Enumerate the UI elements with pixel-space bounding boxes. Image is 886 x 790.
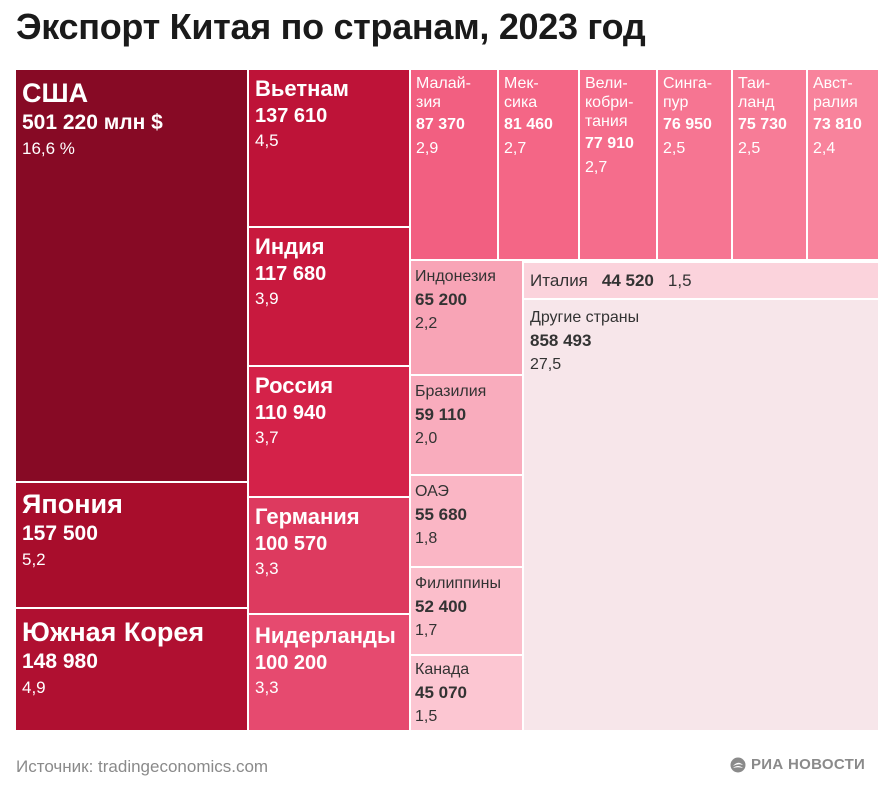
tile-label: ОАЭ bbox=[415, 482, 518, 502]
treemap-tile-mexico: Мек- сика 81 460 2,7 bbox=[499, 70, 578, 259]
tile-label: Малай- зия bbox=[416, 74, 492, 112]
tile-value: 87 370 bbox=[416, 114, 492, 136]
tile-label: Таи- ланд bbox=[738, 74, 801, 112]
ria-logo-icon bbox=[730, 757, 746, 773]
tile-share: 1,7 bbox=[415, 620, 518, 642]
treemap-tile-brazil: Бразилия 59 110 2,0 bbox=[411, 376, 522, 474]
tile-share: 2,7 bbox=[504, 138, 573, 160]
tile-value: 157 500 bbox=[22, 521, 241, 547]
source-note: Источник: tradingeconomics.com bbox=[16, 757, 268, 777]
tile-value: 100 200 bbox=[255, 651, 403, 675]
tile-share: 2,2 bbox=[415, 313, 518, 335]
treemap-tile-other: Другие страны 858 493 27,5 bbox=[524, 300, 878, 730]
tile-value: 45 070 bbox=[415, 682, 518, 704]
tile-share: 3,7 bbox=[255, 427, 403, 449]
tile-value: 76 950 bbox=[663, 114, 726, 136]
tile-share: 27,5 bbox=[530, 354, 872, 376]
tile-label: Филиппины bbox=[415, 574, 518, 594]
tile-label: США bbox=[22, 78, 241, 108]
tile-share: 1,5 bbox=[415, 706, 518, 728]
treemap-tile-malaysia: Малай- зия 87 370 2,9 bbox=[411, 70, 497, 259]
treemap-tile-australia: Авст- ралия 73 810 2,4 bbox=[808, 70, 878, 259]
tile-share: 3,9 bbox=[255, 288, 403, 310]
tile-value: 52 400 bbox=[415, 596, 518, 618]
tile-value: 77 910 bbox=[585, 133, 651, 155]
tile-label: Синга- пур bbox=[663, 74, 726, 112]
logo-text: РИА НОВОСТИ bbox=[751, 756, 865, 773]
tile-share: 2,5 bbox=[738, 138, 801, 160]
treemap-tile-canada: Канада 45 070 1,5 bbox=[411, 656, 522, 730]
tile-value: 117 680 bbox=[255, 262, 403, 286]
tile-share: 2,9 bbox=[416, 138, 492, 160]
treemap-tile-italy: Италия 44 520 1,5 bbox=[524, 263, 878, 298]
treemap-tile-netherlands: Нидерланды 100 200 3,3 bbox=[249, 615, 409, 730]
tile-share: 1,5 bbox=[668, 271, 692, 291]
treemap-tile-indonesia: Индонезия 65 200 2,2 bbox=[411, 261, 522, 374]
treemap-tile-russia: Россия 110 940 3,7 bbox=[249, 367, 409, 496]
tile-value: 59 110 bbox=[415, 404, 518, 426]
tile-share: 1,8 bbox=[415, 528, 518, 550]
tile-label: Нидерланды bbox=[255, 623, 403, 649]
ria-novosti-logo: РИА НОВОСТИ bbox=[730, 756, 865, 773]
tile-share: 5,2 bbox=[22, 549, 241, 571]
tile-label: Другие страны bbox=[530, 308, 872, 328]
tile-value: 137 610 bbox=[255, 104, 403, 128]
tile-label: Вели- кобри- тания bbox=[585, 74, 651, 131]
treemap-tile-india: Индия 117 680 3,9 bbox=[249, 228, 409, 365]
treemap-tile-south-korea: Южная Корея 148 980 4,9 bbox=[16, 609, 247, 730]
tile-share: 2,4 bbox=[813, 138, 873, 160]
tile-share: 3,3 bbox=[255, 558, 403, 580]
tile-label: Россия bbox=[255, 373, 403, 399]
tile-label: Италия bbox=[530, 271, 588, 291]
tile-share: 2,7 bbox=[585, 157, 651, 179]
tile-value: 65 200 bbox=[415, 289, 518, 311]
tile-value: 110 940 bbox=[255, 401, 403, 425]
tile-value: 858 493 bbox=[530, 330, 872, 352]
treemap-tile-japan: Япония 157 500 5,2 bbox=[16, 483, 247, 607]
treemap-tile-philippines: Филиппины 52 400 1,7 bbox=[411, 568, 522, 654]
treemap-tile-singapore: Синга- пур 76 950 2,5 bbox=[658, 70, 731, 259]
tile-share: 4,9 bbox=[22, 677, 241, 699]
tile-label: Южная Корея bbox=[22, 617, 241, 647]
tile-share: 3,3 bbox=[255, 677, 403, 699]
tile-share: 2,0 bbox=[415, 428, 518, 450]
tile-value: 81 460 bbox=[504, 114, 573, 136]
treemap-tile-vietnam: Вьетнам 137 610 4,5 bbox=[249, 70, 409, 226]
tile-value: 501 220 млн $ bbox=[22, 110, 241, 136]
tile-label: Япония bbox=[22, 489, 241, 519]
tile-value: 44 520 bbox=[602, 271, 654, 291]
tile-value: 148 980 bbox=[22, 649, 241, 675]
tile-label: Вьетнам bbox=[255, 76, 403, 102]
tile-label: Индия bbox=[255, 234, 403, 260]
tile-share: 16,6 % bbox=[22, 138, 241, 160]
tile-label: Германия bbox=[255, 504, 403, 530]
tile-value: 100 570 bbox=[255, 532, 403, 556]
treemap-tile-germany: Германия 100 570 3,3 bbox=[249, 498, 409, 613]
tile-value: 73 810 bbox=[813, 114, 873, 136]
treemap-tile-thailand: Таи- ланд 75 730 2,5 bbox=[733, 70, 806, 259]
tile-label: Индонезия bbox=[415, 267, 518, 287]
treemap-tile-uae: ОАЭ 55 680 1,8 bbox=[411, 476, 522, 566]
tile-share: 2,5 bbox=[663, 138, 726, 160]
tile-value: 55 680 bbox=[415, 504, 518, 526]
tile-label: Канада bbox=[415, 660, 518, 680]
treemap-tile-uk: Вели- кобри- тания 77 910 2,7 bbox=[580, 70, 656, 259]
tile-share: 4,5 bbox=[255, 130, 403, 152]
tile-label: Авст- ралия bbox=[813, 74, 873, 112]
tile-label: Мек- сика bbox=[504, 74, 573, 112]
treemap-tile-usa: США 501 220 млн $16,6 % bbox=[16, 70, 247, 481]
tile-label: Бразилия bbox=[415, 382, 518, 402]
tile-value: 75 730 bbox=[738, 114, 801, 136]
